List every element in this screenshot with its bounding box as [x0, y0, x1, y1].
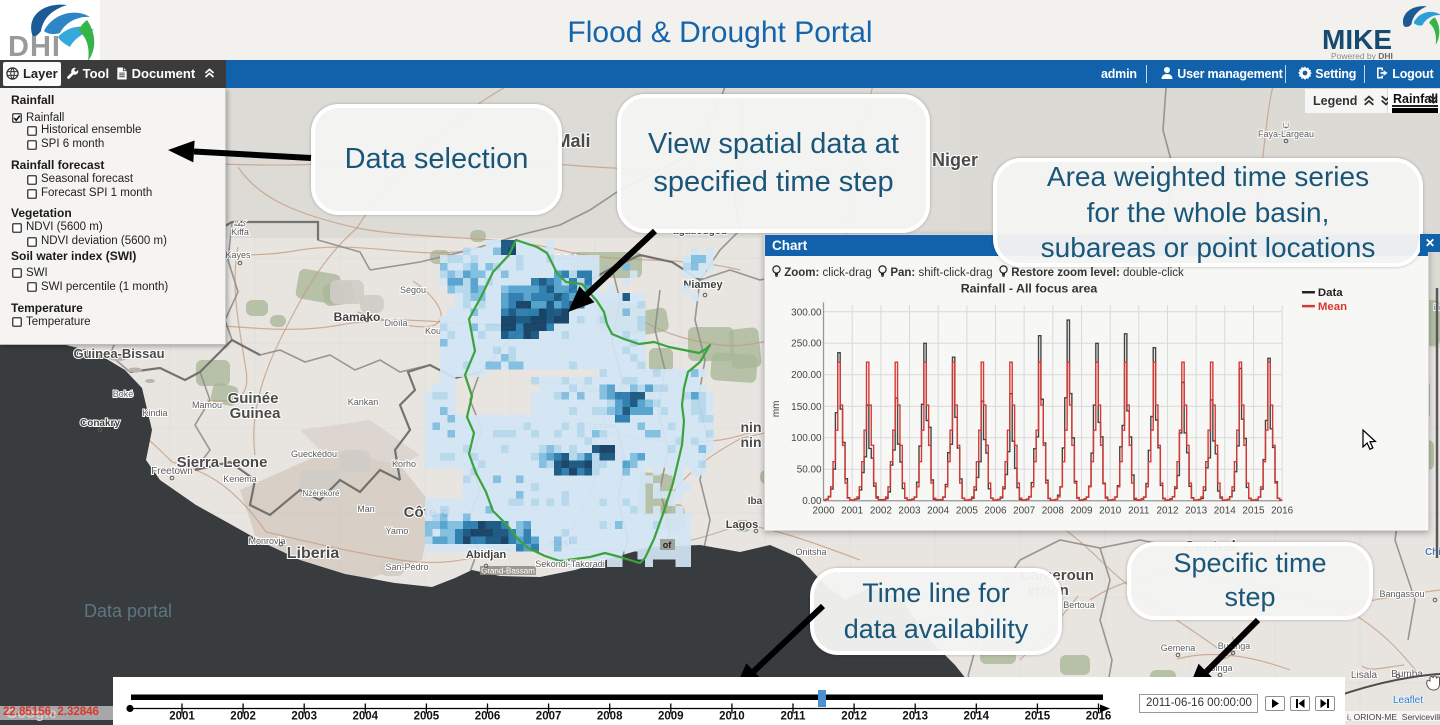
svg-text:2012: 2012 — [841, 711, 867, 721]
svg-text:50.00: 50.00 — [797, 465, 822, 476]
svg-text:Conakry: Conakry — [80, 418, 120, 429]
svg-text:2013: 2013 — [1185, 506, 1208, 517]
svg-text:2008: 2008 — [597, 711, 623, 721]
svg-text:2010: 2010 — [719, 711, 745, 721]
svg-text:nin: nin — [741, 419, 762, 435]
svg-text:Dioïla: Dioïla — [384, 318, 407, 328]
svg-text:Businga: Businga — [1218, 641, 1251, 651]
svg-text:Mean: Mean — [1318, 301, 1347, 313]
svg-text:Mali: Mali — [555, 131, 590, 151]
svg-text:DHI: DHI — [8, 31, 61, 60]
svg-text:2010: 2010 — [1099, 506, 1122, 517]
svg-text:2014: 2014 — [964, 711, 990, 721]
svg-text:2001: 2001 — [841, 506, 864, 517]
svg-text:MIKE: MIKE — [1322, 24, 1392, 55]
svg-text:Kenema: Kenema — [223, 474, 257, 484]
svg-text:2009: 2009 — [658, 711, 684, 721]
svg-text:2016: 2016 — [1086, 711, 1112, 721]
svg-text:2013: 2013 — [902, 711, 928, 721]
svg-text:2015: 2015 — [1242, 506, 1265, 517]
svg-text:of: of — [663, 540, 672, 550]
svg-text:mm: mm — [771, 401, 782, 418]
svg-text:Ségou: Ségou — [400, 285, 426, 295]
svg-text:2012: 2012 — [1156, 506, 1179, 517]
svg-text:100.00: 100.00 — [791, 433, 822, 444]
svg-text:Korho: Korho — [392, 459, 416, 469]
svg-text:Lisala: Lisala — [1351, 670, 1378, 681]
svg-text:2000: 2000 — [812, 506, 835, 517]
svg-text:Gueckédou: Gueckédou — [291, 449, 337, 459]
svg-text:0.00: 0.00 — [802, 496, 822, 507]
svg-text:Boké: Boké — [113, 389, 134, 399]
svg-text:200.00: 200.00 — [791, 370, 822, 381]
svg-text:Liberia: Liberia — [287, 545, 340, 562]
svg-text:Sekondi-Takoradi: Sekondi-Takoradi — [535, 559, 605, 569]
svg-text:Abidjan: Abidjan — [466, 549, 507, 561]
svg-text:2004: 2004 — [353, 711, 379, 721]
svg-text:Guinea: Guinea — [230, 405, 282, 422]
svg-text:Kiffa: Kiffa — [231, 227, 249, 237]
svg-text:Kayes: Kayes — [225, 250, 251, 260]
svg-text:Mamou: Mamou — [192, 400, 222, 410]
svg-text:2014: 2014 — [1214, 506, 1237, 517]
svg-text:Niger: Niger — [932, 150, 978, 170]
svg-text:300.00: 300.00 — [791, 307, 822, 318]
svg-text:2003: 2003 — [291, 711, 317, 721]
svg-text:2005: 2005 — [414, 711, 440, 721]
svg-text:2004: 2004 — [927, 506, 950, 517]
svg-text:Bamako: Bamako — [334, 310, 381, 324]
svg-text:Kou: Kou — [425, 326, 441, 336]
svg-text:Nzérékoré: Nzérékoré — [303, 489, 340, 498]
svg-text:Grand-Bassam: Grand-Bassam — [481, 567, 535, 576]
svg-text:2001: 2001 — [169, 711, 195, 721]
svg-text:2003: 2003 — [898, 506, 921, 517]
svg-text:Freetown: Freetown — [151, 466, 193, 477]
svg-text:Niamey: Niamey — [683, 279, 723, 291]
svg-text:150.00: 150.00 — [791, 402, 822, 413]
svg-text:250.00: 250.00 — [791, 339, 822, 350]
svg-text:2015: 2015 — [1025, 711, 1051, 721]
svg-text:2009: 2009 — [1070, 506, 1093, 517]
svg-text:San-Pédro: San-Pédro — [385, 562, 428, 572]
svg-text:Faya-Largeau: Faya-Largeau — [1258, 129, 1314, 139]
svg-text:Bertoua: Bertoua — [1063, 600, 1095, 610]
svg-text:Guinée: Guinée — [228, 390, 279, 407]
svg-text:2005: 2005 — [956, 506, 979, 517]
svg-text:2007: 2007 — [1013, 506, 1036, 517]
svg-text:كيفة: كيفة — [234, 220, 247, 228]
svg-text:Data: Data — [1318, 287, 1343, 299]
svg-text:Man: Man — [357, 504, 375, 514]
svg-text:Kankan: Kankan — [348, 397, 379, 407]
svg-text:2011: 2011 — [781, 711, 807, 721]
svg-text:2008: 2008 — [1042, 506, 1065, 517]
svg-text:Yamo: Yamo — [386, 526, 409, 536]
svg-text:Guinea-Bissau: Guinea-Bissau — [73, 346, 164, 361]
svg-text:Bangassou: Bangassou — [1379, 589, 1424, 599]
svg-text:Kindia: Kindia — [142, 408, 167, 418]
svg-text:Powered by DHI: Powered by DHI — [1331, 51, 1393, 60]
svg-text:Lagos: Lagos — [726, 519, 758, 531]
svg-text:ليا: ليا — [1283, 122, 1289, 130]
svg-text:2006: 2006 — [984, 506, 1007, 517]
svg-text:Rainfall - All focus area: Rainfall - All focus area — [961, 282, 1098, 296]
svg-text:2007: 2007 — [536, 711, 562, 721]
svg-text:Sierra Leone: Sierra Leone — [177, 454, 268, 471]
svg-text:2006: 2006 — [475, 711, 501, 721]
svg-text:2011: 2011 — [1128, 506, 1150, 517]
svg-text:2016: 2016 — [1271, 506, 1294, 517]
svg-text:Iba: Iba — [748, 496, 763, 507]
svg-text:Onitsha: Onitsha — [795, 547, 826, 557]
svg-text:Binga: Binga — [1209, 663, 1232, 673]
svg-text:nin: nin — [741, 434, 762, 450]
svg-text:Gemena: Gemena — [1161, 643, 1196, 653]
svg-text:2002: 2002 — [870, 506, 893, 517]
svg-text:2002: 2002 — [230, 711, 256, 721]
svg-text:Monrovia: Monrovia — [248, 536, 285, 546]
